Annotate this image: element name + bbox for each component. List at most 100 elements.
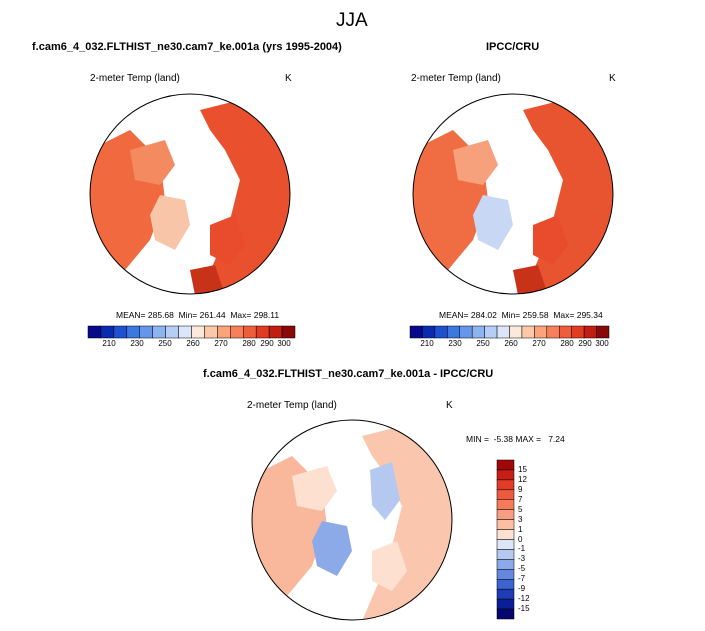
panel2-land-greenland — [473, 195, 513, 250]
colorbar-swatch — [496, 608, 515, 620]
cb3-tick-label: 0 — [518, 534, 523, 544]
cb1-tick-label: 260 — [186, 339, 200, 348]
cb1-tick-label: 280 — [242, 339, 256, 348]
colorbar-swatch — [496, 559, 515, 570]
cb2-tick-label: 250 — [476, 339, 490, 348]
cb2-tick-label: 280 — [560, 339, 574, 348]
colorbar-swatch — [496, 479, 515, 491]
panel3-map — [252, 420, 452, 620]
cb3-tick-label: 9 — [518, 484, 523, 494]
colorbar-swatch — [596, 325, 610, 339]
panel1-land-canada-arctic — [130, 140, 175, 185]
panel3-land-canada-arctic — [292, 466, 337, 511]
cb3-tick-label: 1 — [518, 524, 523, 534]
colorbar-swatch — [217, 325, 231, 339]
colorbar-swatch — [87, 325, 102, 339]
cb3-tick-label: -5 — [518, 564, 526, 574]
panel1-land-greenland — [150, 195, 190, 250]
cb3-tick-label: -15 — [518, 604, 530, 614]
panel2-colorbar — [409, 325, 610, 339]
panel2-units: K — [609, 73, 616, 84]
panel3-land-siberia-cool — [370, 462, 400, 520]
cb2-tick-label: 230 — [448, 339, 462, 348]
panel2-stats: MEAN= 284.02 Min= 259.58 Max= 295.34 — [439, 310, 603, 320]
panel2-land-canada-arctic — [453, 140, 498, 185]
panel2-map-border — [412, 93, 614, 295]
panel3-units: K — [446, 400, 453, 411]
panel1-title: f.cam6_4_032.FLTHIST_ne30.cam7_ke.001a (… — [32, 41, 342, 53]
panel3-land-europe — [372, 541, 407, 591]
panel1-land-africa — [190, 265, 225, 294]
colorbar-swatch — [126, 325, 140, 339]
colorbar-swatch — [255, 325, 270, 339]
colorbar-swatch — [268, 325, 283, 339]
panel1-colorbar — [87, 325, 296, 339]
colorbar-swatch — [496, 469, 515, 481]
cb3-tick-label: -1 — [518, 544, 526, 554]
colorbar-swatch — [100, 325, 115, 339]
panel2-land-africa — [513, 265, 548, 294]
colorbar-swatch — [165, 325, 179, 339]
colorbar-swatch — [434, 325, 448, 339]
cb2-tick-label: 300 — [595, 339, 609, 348]
panel3-map-border — [251, 419, 453, 621]
colorbar-swatch — [496, 509, 515, 520]
colorbar-swatch — [496, 489, 515, 500]
colorbar-swatch — [422, 325, 436, 339]
cb2-tick-label: 290 — [578, 339, 592, 348]
panel2-title: IPCC/CRU — [486, 41, 540, 53]
panel3-land-greenland — [312, 521, 352, 576]
panel3-variable-label: 2-meter Temp (land) — [247, 400, 337, 411]
panel1-variable-label: 2-meter Temp (land) — [90, 73, 180, 84]
panel1-land-europe — [210, 215, 245, 265]
colorbar-swatch — [559, 325, 572, 339]
cb3-tick-label: 5 — [518, 504, 523, 514]
cb3-tick-label: -12 — [518, 594, 530, 604]
colorbar-swatch — [281, 325, 296, 339]
colorbar-swatch — [496, 588, 515, 600]
colorbar-swatch — [521, 325, 535, 339]
colorbar-swatch — [447, 325, 460, 339]
colorbar-swatch — [496, 325, 510, 339]
colorbar-swatch — [113, 325, 128, 339]
colorbar-swatch — [571, 325, 585, 339]
panel3-colorbar — [496, 459, 515, 620]
colorbar-swatch — [471, 325, 485, 339]
cb2-tick-label: 270 — [532, 339, 546, 348]
colorbar-swatch — [230, 325, 244, 339]
cb1-tick-label: 290 — [260, 339, 274, 348]
colorbar-swatch — [496, 519, 515, 530]
colorbar-swatch — [204, 325, 218, 339]
cb3-tick-label: -7 — [518, 574, 526, 584]
panel2-map — [413, 94, 613, 294]
colorbar-swatch — [191, 325, 205, 339]
colorbar-swatch — [496, 569, 515, 580]
panel3-stats: MIN = -5.38 MAX = 7.24 — [466, 434, 565, 444]
colorbar-swatch — [546, 325, 560, 339]
colorbar-swatch — [496, 539, 515, 550]
cb1-tick-label: 300 — [277, 339, 291, 348]
cb3-tick-label: 12 — [518, 474, 527, 484]
colorbar-swatch — [583, 325, 597, 339]
figure-title: JJA — [336, 10, 368, 31]
colorbar-swatch — [496, 598, 515, 610]
cb3-tick-label: 15 — [518, 464, 527, 474]
panel2-land-europe — [533, 215, 568, 265]
panel1-units: K — [285, 73, 292, 84]
cb3-tick-label: 7 — [518, 494, 523, 504]
cb1-tick-label: 210 — [102, 339, 116, 348]
panel3-title: f.cam6_4_032.FLTHIST_ne30.cam7_ke.001a -… — [203, 368, 494, 380]
cb2-tick-label: 210 — [420, 339, 434, 348]
cb3-tick-label: 3 — [518, 514, 523, 524]
panel1-stats: MEAN= 285.68 Min= 261.44 Max= 298.11 — [116, 310, 280, 320]
colorbar-swatch — [496, 529, 515, 540]
cb3-tick-label: -3 — [518, 554, 526, 564]
cb1-tick-label: 230 — [130, 339, 144, 348]
panel1-map — [90, 94, 290, 294]
colorbar-swatch — [152, 325, 166, 339]
cb1-tick-label: 270 — [214, 339, 228, 348]
cb1-tick-label: 250 — [158, 339, 172, 348]
colorbar-swatch — [484, 325, 498, 339]
colorbar-swatch — [178, 325, 192, 339]
